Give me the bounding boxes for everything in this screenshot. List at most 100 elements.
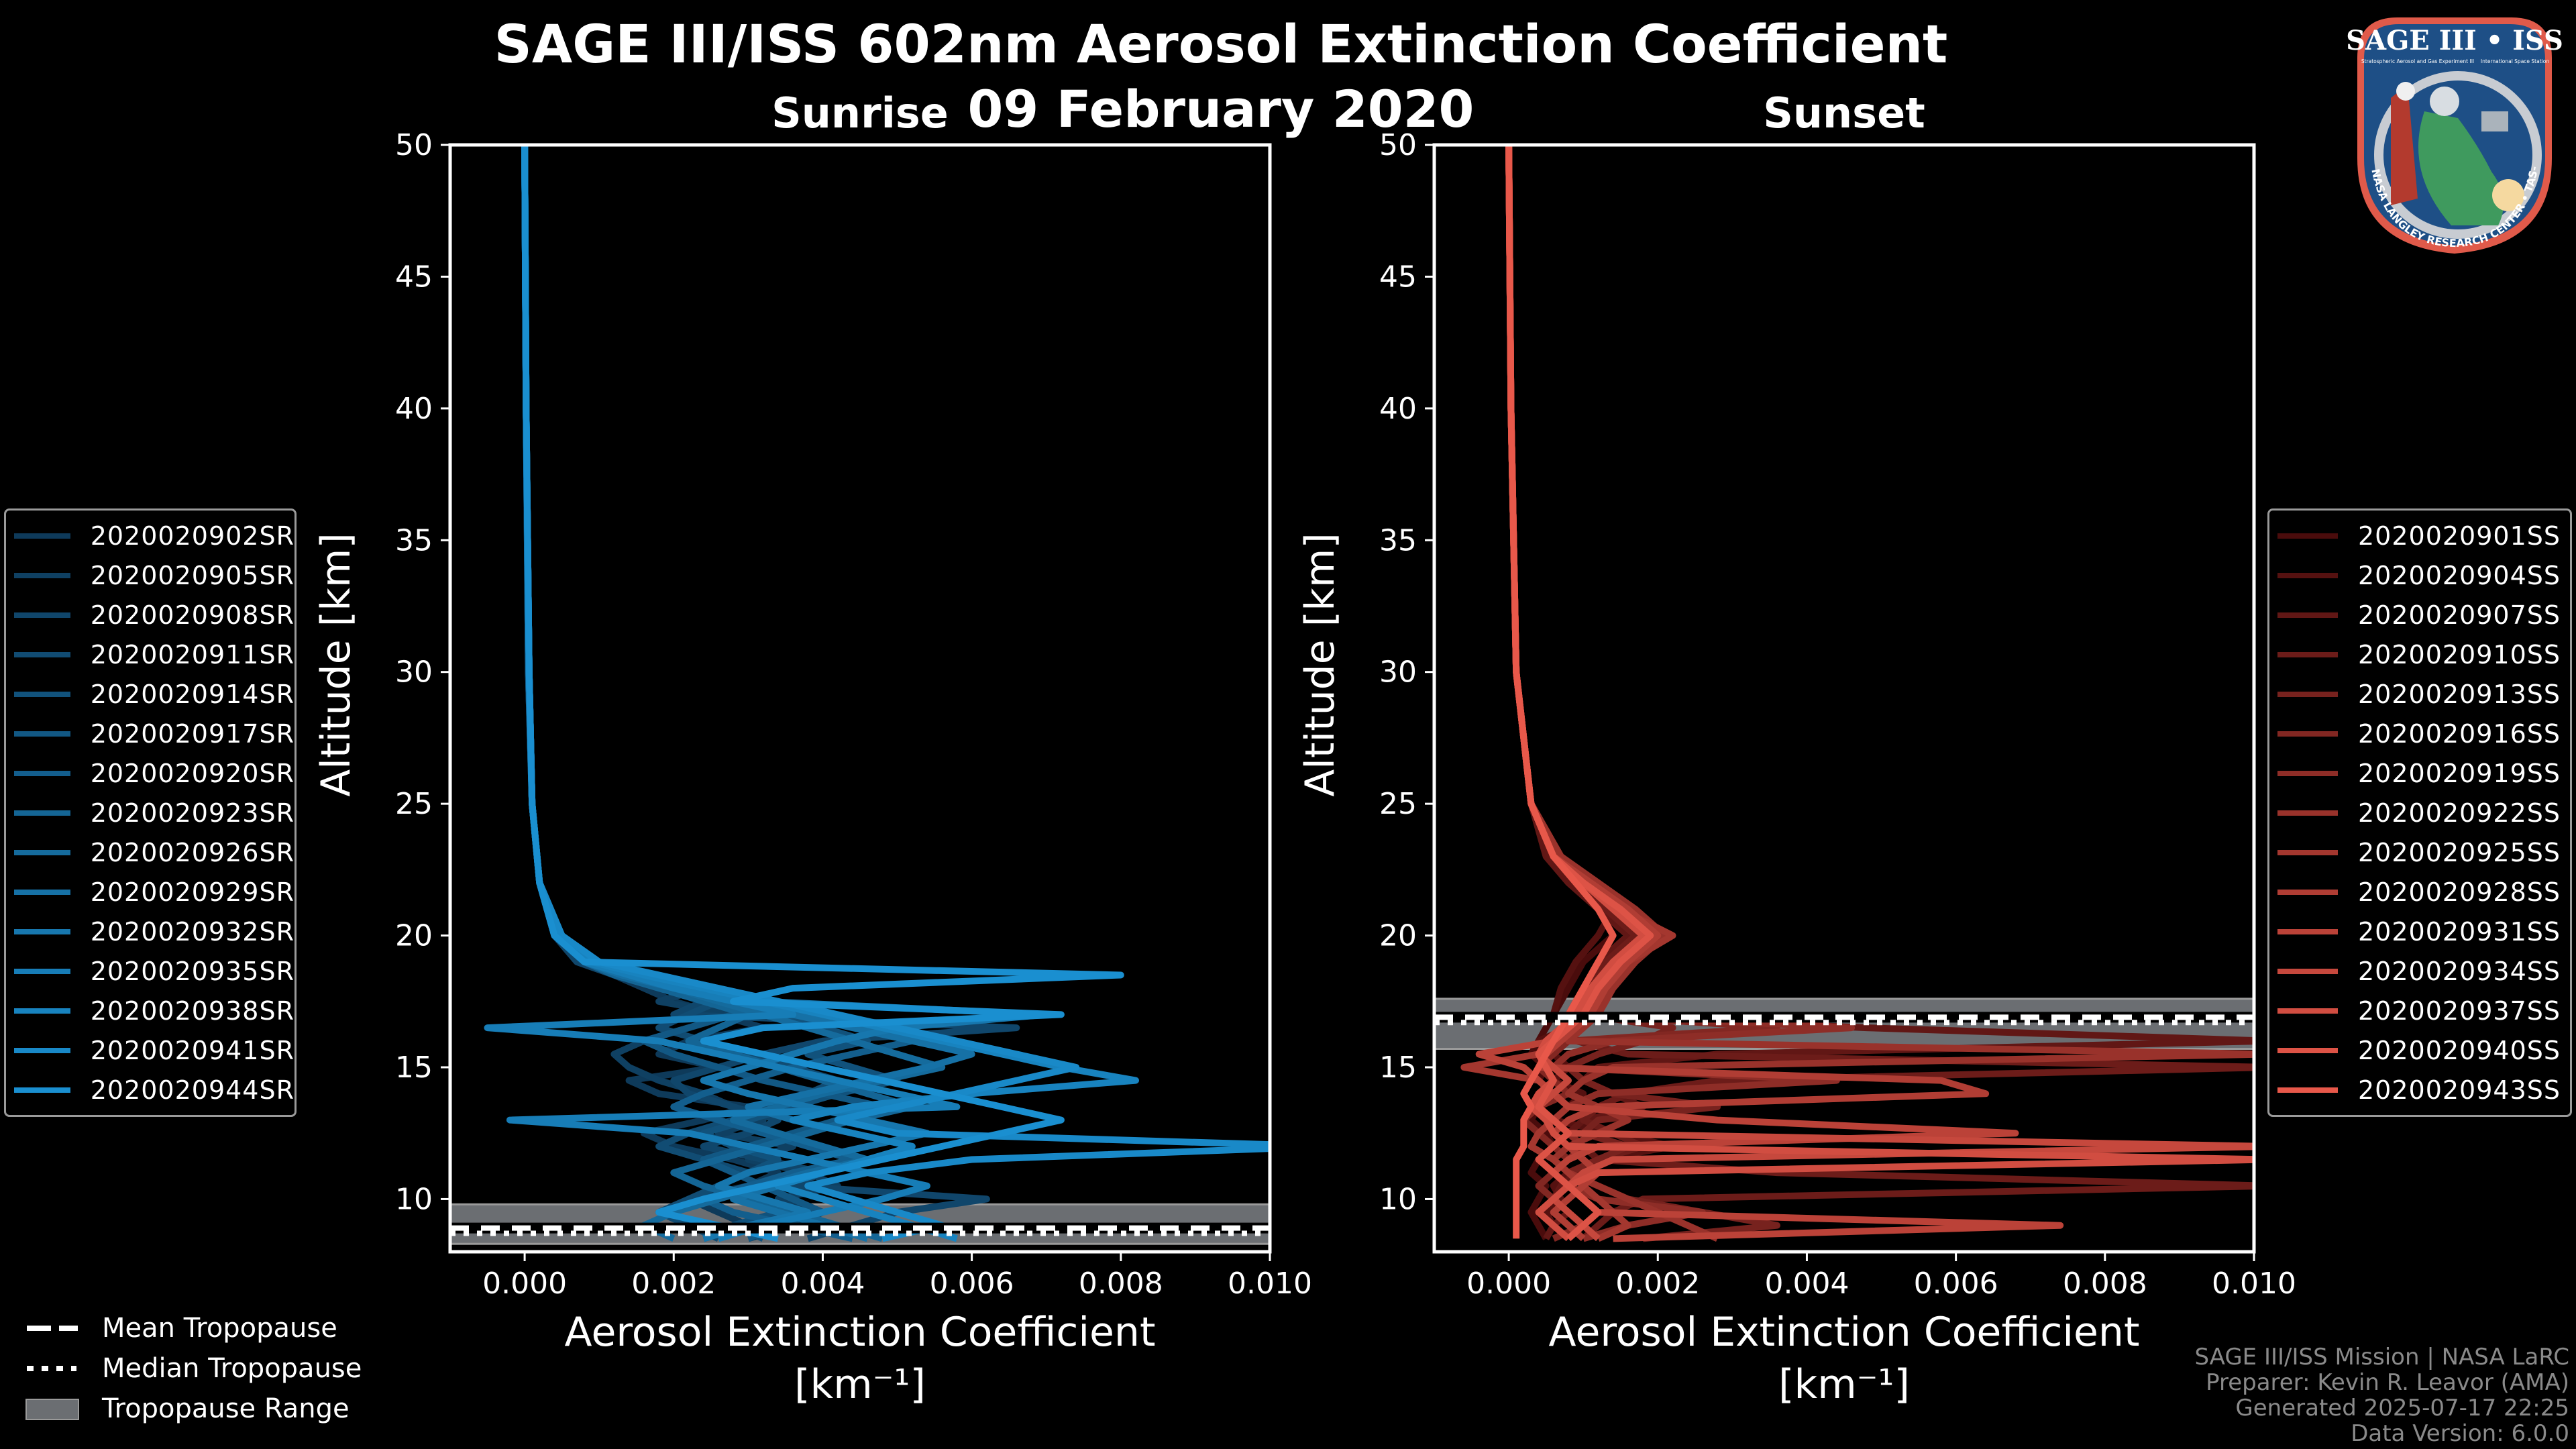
legend-line-swatch [14,889,70,895]
legend-line-swatch [14,572,70,578]
y-tick-label: 20 [1379,919,1417,953]
profile-line-2020020941SR [521,145,1270,1242]
legend-item-2020020907SS: 2020020907SS [2269,595,2570,635]
legend-label: 2020020923SR [90,798,294,828]
chart-date: 09 February 2020 [967,79,1474,139]
legend-item-2020020902SR: 2020020902SR [6,516,294,555]
legend-line-swatch [2277,572,2338,578]
legend-label: 2020020913SS [2358,679,2561,709]
legend-line-swatch [14,731,70,737]
profile-line-2020020932SR [521,145,1050,1242]
legend-item-2020020905SR: 2020020905SR [6,555,294,595]
legend-item-2020020941SR: 2020020941SR [6,1030,294,1070]
legend-line-swatch [14,928,70,934]
legend-line-swatch [14,691,70,697]
legend-label: Median Tropopause [102,1353,362,1384]
legend-line-swatch [14,651,70,657]
legend-line-swatch [14,533,70,539]
legend-label: 2020020934SS [2358,956,2561,986]
legend-line-swatch [2277,968,2338,974]
y-tick-label: 30 [395,655,433,690]
profile-line-2020020910SS [1505,145,2254,1242]
x-tick-label: 0.000 [482,1267,567,1301]
legend-label: Mean Tropopause [102,1313,337,1344]
dotted-line-icon [24,1360,80,1377]
profile-line-2020020944SR [521,145,1124,1242]
legend-item-mean-tropopause: Mean Tropopause [24,1308,362,1348]
legend-line-swatch [2277,889,2338,895]
legend-item-2020020920SR: 2020020920SR [6,753,294,793]
legend-line-swatch [2277,1087,2338,1093]
x-tick-label: 0.008 [1079,1267,1163,1301]
y-tick-label: 35 [395,523,433,557]
legend-item-2020020922SS: 2020020922SS [2269,793,2570,833]
sunset-x-ticks: 0.000 0.002 0.004 0.006 0.008 0.010 [1466,1252,2296,1301]
sunset-axes-frame [1432,143,2256,1254]
legend-label: 2020020937SS [2358,996,2561,1026]
legend-label: 2020020919SS [2358,758,2561,788]
x-tick-label: 0.010 [1228,1267,1312,1301]
legend-label: 2020020932SR [90,916,294,947]
legend-label: 2020020917SR [90,718,294,749]
x-tick-label: 0.004 [780,1267,865,1301]
sunset-x-axis-label: Aerosol Extinction Coefficient [1549,1309,2140,1356]
legend-label: 2020020943SS [2358,1075,2561,1105]
y-tick-label: 15 [1379,1051,1417,1085]
panel-title-sunset: Sunset [1763,89,1925,138]
legend-item-tropopause-range: Tropopause Range [24,1389,362,1429]
legend-line-swatch [2277,691,2338,697]
legend-label: 2020020938SR [90,996,294,1026]
legend-label: 2020020935SR [90,956,294,986]
legend-item-2020020937SS: 2020020937SS [2269,991,2570,1030]
sunrise-x-axis-label: Aerosol Extinction Coefficient [565,1309,1156,1356]
iss-icon [2481,111,2508,131]
legend-line-swatch [2277,770,2338,776]
legend-label: 2020020910SS [2358,639,2561,669]
x-tick-label: 0.002 [631,1267,716,1301]
legend-item-2020020923SR: 2020020923SR [6,793,294,833]
sun-icon [2492,179,2524,211]
tropopause-legend: Mean Tropopause Median Tropopause Tropop… [24,1308,362,1429]
legend-line-swatch [14,849,70,855]
legend-line-swatch [14,770,70,776]
sunset-y-ticks: 10 15 20 25 30 35 40 45 50 [1379,128,1434,1216]
legend-label: 2020020907SS [2358,600,2561,630]
y-tick-label: 50 [1379,128,1417,162]
legend-item-2020020928SS: 2020020928SS [2269,872,2570,912]
sunset-profiles [1460,145,2254,1242]
logo-title: SAGE III • ISS [2346,25,2563,56]
legend-label: 2020020929SR [90,877,294,907]
sunrise-legend: 2020020902SR 2020020905SR 2020020908SR 2020… [4,508,297,1117]
x-tick-label: 0.010 [2212,1267,2296,1301]
moon-icon [2430,87,2459,116]
legend-item-2020020932SR: 2020020932SR [6,912,294,951]
footer-generated: Generated 2025-07-17 22:25 [2235,1395,2569,1421]
legend-line-swatch [2277,731,2338,737]
logo-subtitle-left: Stratospheric Aerosol and Gas Experiment… [2361,58,2474,64]
y-tick-label: 35 [1379,523,1417,557]
sunset-x-axis-units: [km⁻¹] [1778,1361,1910,1408]
legend-item-2020020914SR: 2020020914SR [6,674,294,714]
legend-label: 2020020922SS [2358,798,2561,828]
y-tick-label: 10 [1379,1182,1417,1216]
legend-label: 2020020931SS [2358,916,2561,947]
legend-line-swatch [14,612,70,618]
legend-line-swatch [2277,1047,2338,1053]
legend-label: 2020020941SR [90,1035,294,1065]
legend-item-2020020913SS: 2020020913SS [2269,674,2570,714]
footer-data-version: Data Version: 6.0.0 [2351,1420,2569,1447]
sunrise-profiles [484,145,1270,1242]
legend-item-2020020919SS: 2020020919SS [2269,753,2570,793]
legend-item-2020020910SS: 2020020910SS [2269,635,2570,674]
legend-line-swatch [14,968,70,974]
chart-title: SAGE III/ISS 602nm Aerosol Extinction Co… [494,15,1948,75]
legend-line-swatch [2277,810,2338,816]
y-tick-label: 45 [395,260,433,294]
sunrise-x-ticks: 0.000 0.002 0.004 0.006 0.008 0.010 [482,1252,1312,1301]
legend-line-swatch [14,1047,70,1053]
legend-item-2020020917SR: 2020020917SR [6,714,294,753]
range-swatch-icon [24,1399,80,1420]
legend-label: 2020020916SS [2358,718,2561,749]
legend-item-2020020931SS: 2020020931SS [2269,912,2570,951]
